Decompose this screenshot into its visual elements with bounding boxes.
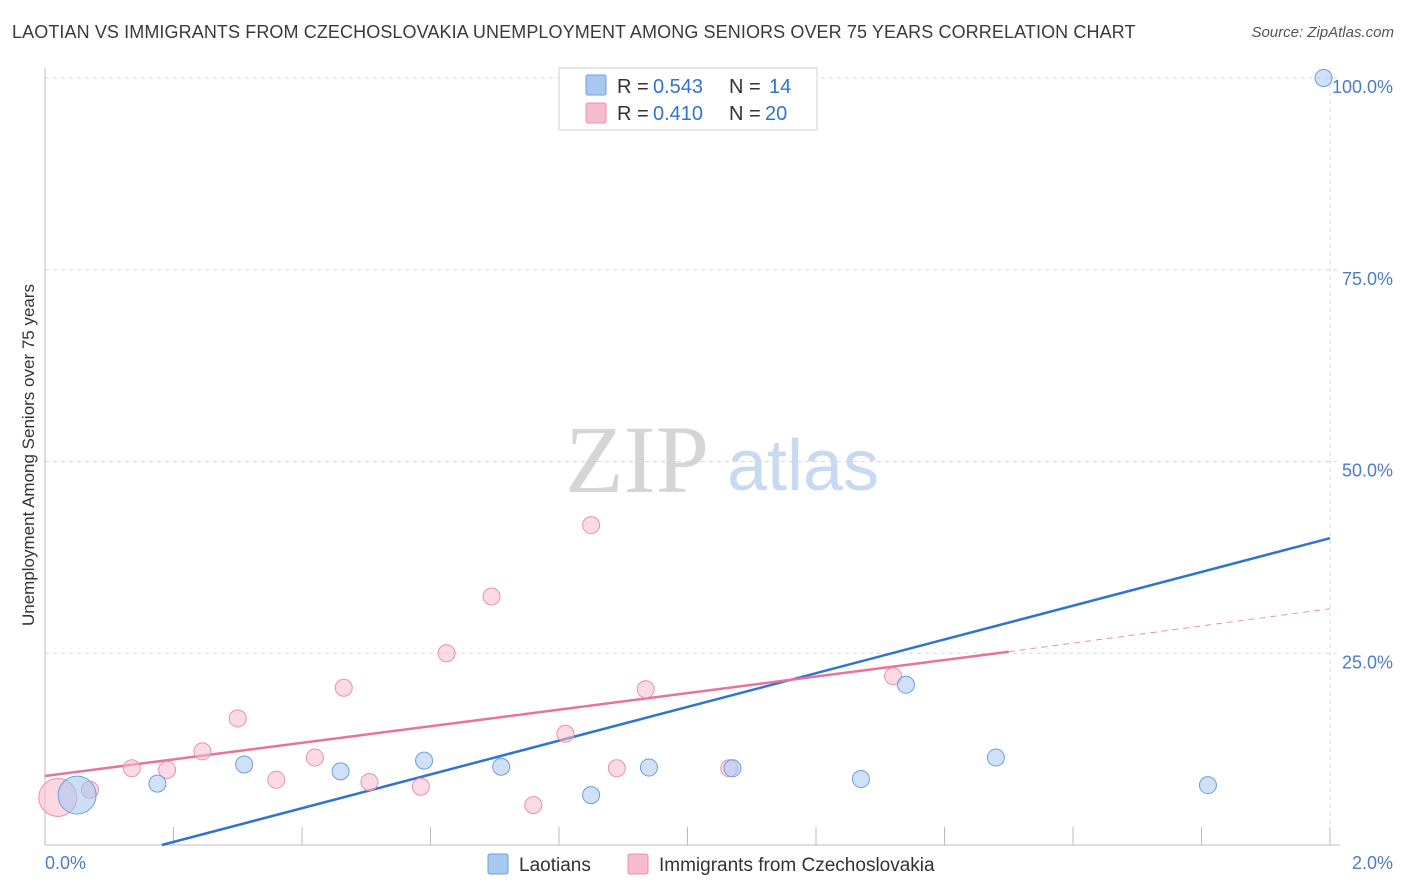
source-credit: Source: ZipAtlas.com [1251,24,1394,41]
bottom-legend-swatch-pink [627,853,649,875]
point-czechoslovakia [334,678,353,697]
point-czechoslovakia [437,644,456,663]
legend-swatch-blue [585,74,607,96]
point-czechoslovakia [228,709,247,728]
legend-r-label: R = [617,103,649,125]
point-laotians [1314,69,1333,87]
point-czechoslovakia [193,742,212,761]
legend-swatch-pink [585,102,607,124]
point-laotians [415,751,434,770]
point-laotians [723,759,742,778]
bottom-legend-swatch-blue [487,853,509,875]
point-czechoslovakia [411,777,430,796]
legend-n-label: N = [729,103,761,125]
point-czechoslovakia [636,680,655,699]
point-czechoslovakia [122,759,141,778]
legend-r-value: 0.543 [653,76,703,98]
legend-n-value: 20 [765,103,787,125]
point-laotians [896,675,915,694]
point-czechoslovakia [607,759,626,778]
point-czechoslovakia [582,516,601,535]
point-laotians [235,755,254,774]
trend-lines [44,536,1331,847]
y-tick-label: 100.0% [1332,77,1393,97]
point-laotians [148,774,167,793]
watermark-atlas: atlas [727,426,879,506]
point-czechoslovakia [267,770,286,789]
point-czechoslovakia [360,773,379,792]
point-czechoslovakia [158,760,177,779]
bottom-legend-label-czechoslovakia: Immigrants from Czechoslovakia [659,855,935,876]
axes: 25.0% 50.0% 75.0% 100.0% 0.0% 2.0% [44,68,1393,873]
y-tick-label: 25.0% [1342,652,1393,672]
bottom-legend: Laotians Immigrants from Czechoslovakia [487,853,935,876]
watermark: ZIP atlas [565,406,879,513]
watermark-zip: ZIP [565,406,709,513]
trend-line-extension [1008,608,1331,653]
point-czechoslovakia [524,796,543,815]
data-points [38,69,1333,817]
trend-line-laotians [161,536,1331,847]
point-laotians [492,757,511,776]
legend-r-value: 0.410 [653,103,703,125]
trend-line-czechoslovakia [44,650,1009,778]
point-laotians [331,762,350,781]
legend-n-value: 14 [769,76,791,98]
y-axis-label: Unemployment Among Seniors over 75 years [19,284,38,626]
x-tick-label: 0.0% [45,853,86,873]
point-czechoslovakia [884,667,903,686]
legend: R = 0.543 N = 14 R = 0.410 N = 20 [558,67,818,131]
point-laotians [986,748,1005,767]
y-tick-label: 50.0% [1342,461,1393,481]
point-czechoslovakia [556,724,575,743]
point-laotians [1198,776,1217,795]
point-laotians [851,770,870,789]
point-czechoslovakia [482,587,501,606]
x-tick-label: 2.0% [1352,853,1393,873]
chart-title: LAOTIAN VS IMMIGRANTS FROM CZECHOSLOVAKI… [12,22,1136,42]
point-laotians [582,786,601,805]
point-laotians [57,775,97,815]
legend-r-label: R = [617,76,649,98]
y-tick-label: 75.0% [1342,269,1393,289]
point-laotians [639,758,658,777]
grid [45,68,1338,845]
legend-n-label: N = [729,76,761,98]
bottom-legend-label-laotians: Laotians [519,855,591,876]
point-czechoslovakia [305,748,324,767]
